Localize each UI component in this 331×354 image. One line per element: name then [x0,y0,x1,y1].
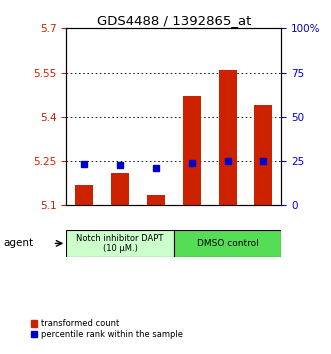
Bar [66,230,174,257]
Bar [111,173,129,205]
Bar [218,70,237,205]
Title: GDS4488 / 1392865_at: GDS4488 / 1392865_at [97,14,251,27]
Bar [174,230,281,257]
Legend: transformed count, percentile rank within the sample: transformed count, percentile rank withi… [31,319,183,339]
Bar [183,96,201,205]
Bar [75,185,93,205]
Bar [255,105,272,205]
Text: Notch inhibitor DAPT
(10 μM.): Notch inhibitor DAPT (10 μM.) [76,234,164,253]
Text: DMSO control: DMSO control [197,239,259,248]
Text: agent: agent [3,238,33,248]
Bar [147,195,165,205]
